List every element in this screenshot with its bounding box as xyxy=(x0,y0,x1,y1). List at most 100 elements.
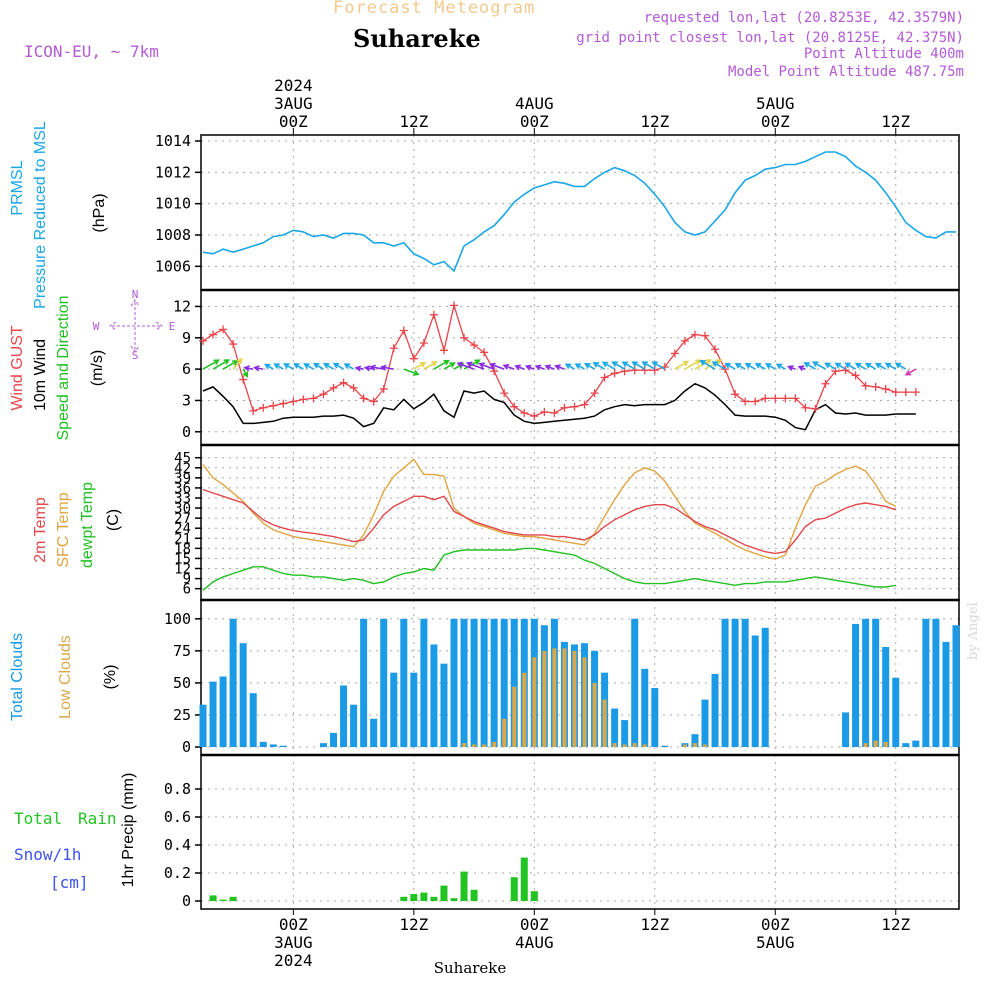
compass-rose xyxy=(109,299,163,353)
gust-marker xyxy=(801,403,810,412)
dewpoint-line xyxy=(202,547,896,591)
rain-bar xyxy=(440,885,448,901)
total-cloud-bar xyxy=(450,618,458,747)
x-label-bottom-time: 12Z xyxy=(640,915,669,934)
wind-direction-arrow xyxy=(456,361,475,370)
total-cloud-bar xyxy=(269,744,277,747)
x-label-top-date: 4AUG xyxy=(515,94,554,113)
y-tick-label: 1012 xyxy=(155,163,191,181)
total-cloud-bar xyxy=(892,677,900,747)
x-label-top-date: 3AUG xyxy=(274,94,313,113)
y-tick-label: 0.8 xyxy=(164,780,191,798)
wind-direction-arrow xyxy=(489,362,505,370)
total-cloud-bar xyxy=(631,618,639,747)
gust-marker xyxy=(711,345,720,354)
y-tick-label: 1010 xyxy=(155,195,191,213)
wind-direction-arrow xyxy=(631,361,646,370)
wind-unit: (m/s) xyxy=(89,350,106,386)
cloud-label-total: Total Clouds xyxy=(9,633,26,721)
gust-marker xyxy=(319,390,328,399)
precip-label-cm: [cm] xyxy=(50,873,89,892)
wind-direction-arrow xyxy=(212,359,231,370)
rain-bar xyxy=(470,889,478,901)
wind-direction-arrow xyxy=(641,361,656,370)
total-cloud-bar xyxy=(430,644,438,747)
x-label-bottom-date: 5AUG xyxy=(756,933,795,952)
compass-s: S xyxy=(132,349,139,362)
rain-bar xyxy=(520,857,528,901)
wind-direction-arrow xyxy=(514,364,525,371)
gust-marker xyxy=(811,404,820,413)
gust-marker xyxy=(359,394,368,403)
requested-coords: requested lon,lat (20.8253E, 42.3579N) xyxy=(643,10,964,26)
model-name: ICON-EU, ~ 7km xyxy=(24,42,159,61)
x-label-bottom-year: 2024 xyxy=(274,951,313,970)
precip-label-snow: Snow/1h xyxy=(14,845,81,864)
wind-direction-arrow xyxy=(854,362,867,370)
gust-marker xyxy=(289,397,298,406)
total-cloud-bar xyxy=(842,712,850,747)
total-cloud-bar xyxy=(319,743,327,747)
compass-w: W xyxy=(93,320,100,333)
total-cloud-bar xyxy=(661,745,669,747)
total-cloud-bar xyxy=(380,618,388,747)
total-cloud-bar xyxy=(942,641,950,747)
wind-direction-arrow xyxy=(232,357,243,370)
x-label-bottom-date: 4AUG xyxy=(515,933,554,952)
total-cloud-bar xyxy=(480,618,488,747)
y-tick-label: 6 xyxy=(183,582,191,598)
point-altitude: Point Altitude 400m xyxy=(803,46,964,62)
wind-direction-arrow xyxy=(824,362,836,370)
wind-direction-arrow xyxy=(243,365,254,372)
pressure-label-b: Pressure Reduced to MSL xyxy=(32,121,49,309)
wind-direction-arrow xyxy=(797,365,806,372)
gust-marker xyxy=(731,390,740,399)
y-tick-label: 9 xyxy=(183,572,191,588)
total-cloud-bar xyxy=(872,618,880,747)
total-cloud-bar xyxy=(651,688,659,747)
model-altitude: Model Point Altitude 487.75m xyxy=(727,64,964,80)
compass-n: N xyxy=(132,288,139,301)
gust-marker xyxy=(199,336,208,345)
wind-direction-arrow xyxy=(253,365,264,372)
gust-marker xyxy=(540,407,549,416)
low-cloud-bar xyxy=(682,744,687,747)
total-cloud-bar xyxy=(932,618,940,747)
wind-direction-arrow xyxy=(423,361,438,370)
total-cloud-bar xyxy=(440,663,448,747)
y-tick-label: 75 xyxy=(173,642,191,660)
rain-bar xyxy=(410,894,418,901)
cloud-label-low: Low Clouds xyxy=(57,635,74,719)
y-tick-label: 9 xyxy=(182,329,191,347)
rain-bar xyxy=(460,871,468,901)
y-tick-label: 1014 xyxy=(155,132,191,150)
gust-marker xyxy=(520,408,529,417)
gust-marker xyxy=(861,381,870,390)
wind-direction-arrow xyxy=(621,361,636,370)
gust-marker xyxy=(429,310,438,319)
low-cloud-bar xyxy=(522,672,527,747)
total-cloud-bar xyxy=(239,643,247,747)
t2m-line xyxy=(202,488,896,555)
gust-marker xyxy=(700,331,709,340)
low-cloud-bar xyxy=(883,741,888,747)
low-cloud-bar xyxy=(552,648,557,747)
total-cloud-bar xyxy=(279,745,287,747)
total-cloud-bar xyxy=(902,743,910,747)
low-cloud-bar xyxy=(702,744,707,747)
y-tick-label: 33 xyxy=(174,491,191,507)
y-tick-label: 1008 xyxy=(155,226,191,244)
x-label-top-time: 00Z xyxy=(279,112,308,131)
gust-marker xyxy=(881,384,890,393)
wind-direction-arrow xyxy=(202,359,220,370)
low-cloud-bar xyxy=(532,657,537,747)
wind-direction-arrow xyxy=(724,362,736,370)
wind-direction-arrow xyxy=(844,362,856,370)
grid-coords: grid point closest lon,lat (20.8125E, 42… xyxy=(576,30,964,46)
wind-direction-arrow xyxy=(904,368,917,376)
y-tick-label: 12 xyxy=(173,297,191,315)
rain-bar xyxy=(510,877,518,901)
panel-precip: 0 0.2 0.4 0.6 0.8 xyxy=(164,754,960,910)
gust-marker xyxy=(901,388,910,397)
gust-marker xyxy=(600,373,609,382)
